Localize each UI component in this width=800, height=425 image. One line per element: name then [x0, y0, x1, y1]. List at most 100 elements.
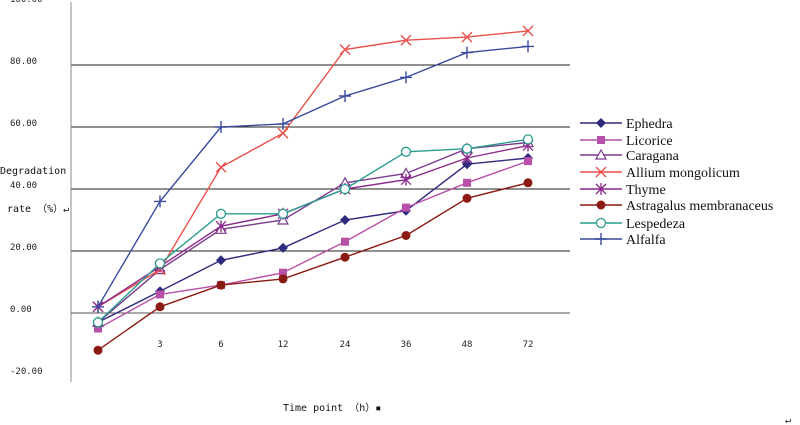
data-point-plus [461, 46, 473, 59]
data-point-plus [92, 300, 104, 313]
data-point-circle [155, 302, 165, 312]
data-point-square [597, 136, 605, 144]
data-point-square [94, 324, 102, 333]
data-point-square [341, 237, 349, 246]
data-point-asterisk [215, 220, 227, 233]
y-tick-label: 0.00 [10, 305, 32, 315]
legend-label: Thyme [626, 183, 666, 198]
data-point-diamond [462, 159, 472, 170]
y-tick-label: 40.00 [10, 181, 37, 191]
data-point-circle [278, 274, 288, 284]
data-point-diamond [216, 255, 226, 266]
data-point-open-circle [595, 217, 607, 229]
data-point-open-circle [461, 143, 473, 154]
data-point-asterisk [400, 173, 412, 186]
legend-item: Astragalus membranaceus [580, 199, 773, 214]
x-tick-label: 6 [218, 340, 223, 350]
data-point-x [277, 127, 289, 139]
legend-item: Alfalfa [580, 233, 666, 248]
y-axis-title-line2: rate （%）↵ [7, 203, 69, 215]
data-point-x [595, 166, 607, 178]
legend-item: Ephedra [580, 117, 673, 132]
data-point-open-circle [522, 134, 534, 145]
series-line [97, 144, 529, 308]
data-point-diamond [278, 242, 288, 253]
data-point-open-circle [277, 208, 289, 219]
data-point-plus [400, 71, 412, 84]
data-point-plus [277, 117, 289, 130]
legend-label: Caragana [626, 149, 680, 164]
data-point-diamond [340, 215, 350, 225]
data-point-plus [522, 40, 534, 53]
data-point-x [215, 161, 227, 173]
data-point-circle [216, 280, 226, 290]
x-tick-label: 24 [340, 340, 351, 350]
data-point-square [463, 178, 471, 187]
legend-label: Astragalus membranaceus [626, 199, 773, 214]
data-point-plus [215, 121, 227, 133]
data-point-open-circle [154, 258, 166, 269]
y-tick-label: -20.00 [10, 367, 43, 377]
y-tick-label: 100.00 [10, 0, 43, 5]
legend-item: Lespedeza [580, 217, 686, 232]
x-axis-title: Time point （h）▪ [283, 402, 381, 414]
data-point-plus [339, 90, 351, 102]
data-point-x [400, 34, 412, 46]
gridlines [71, 64, 570, 252]
data-point-square [156, 290, 164, 299]
data-point-x [522, 25, 534, 37]
legend-item: Thyme [580, 183, 666, 198]
data-point-x [461, 31, 473, 43]
data-point-open-circle [92, 317, 104, 328]
data-point-asterisk [595, 183, 607, 195]
series-alfalfa [92, 40, 534, 313]
series-line [97, 160, 529, 330]
x-tick-label: 36 [401, 340, 412, 350]
series-lespedeza [92, 134, 534, 328]
data-point-square [279, 268, 287, 277]
series-line [97, 30, 529, 308]
series-astragalus-membranaceus [93, 178, 533, 355]
data-point-square [402, 203, 410, 212]
series-line [97, 157, 529, 323]
y-tick-label: 80.00 [10, 57, 37, 67]
legend-item: Allium mongolicum [580, 166, 740, 181]
y-tick-labels: 100.00 80.00 60.00 40.00 20.00 0.00 -20.00 [10, 0, 43, 377]
data-point-circle [401, 231, 411, 240]
data-point-plus [154, 195, 166, 208]
data-point-plus [595, 233, 607, 245]
y-tick-label: 20.00 [10, 243, 37, 253]
data-point-square [524, 157, 532, 166]
data-point-x [339, 44, 351, 55]
data-point-diamond [596, 118, 606, 128]
corner-mark: ↵ [785, 415, 791, 425]
x-tick-label: 12 [278, 340, 289, 350]
data-point-triangle [594, 148, 608, 160]
data-point-circle [523, 178, 533, 188]
data-point-open-circle [400, 146, 412, 157]
legend-label: Alfalfa [626, 233, 666, 248]
x-tick-labels: 3 6 12 24 36 48 72 [157, 340, 533, 350]
series-lines [91, 25, 535, 355]
series-line [97, 45, 529, 308]
data-point-circle [462, 193, 472, 203]
y-axis-title-line1: Degradation [0, 166, 66, 177]
legend-label: Licorice [626, 134, 673, 149]
legend-item: Licorice [580, 134, 673, 149]
data-point-open-circle [215, 208, 227, 219]
data-point-circle [596, 200, 606, 210]
legend-label: Ephedra [626, 117, 673, 132]
data-point-circle [93, 345, 103, 355]
x-tick-label: 48 [462, 340, 473, 350]
x-tick-label: 3 [157, 340, 162, 350]
data-point-circle [340, 252, 350, 262]
legend-label: Lespedeza [626, 217, 686, 232]
legend-label: Allium mongolicum [626, 166, 740, 181]
data-point-asterisk [461, 152, 473, 164]
series-line [97, 138, 529, 323]
y-tick-label: 60.00 [10, 119, 37, 129]
legend-item: Caragana [580, 148, 680, 164]
data-point-open-circle [339, 183, 351, 195]
